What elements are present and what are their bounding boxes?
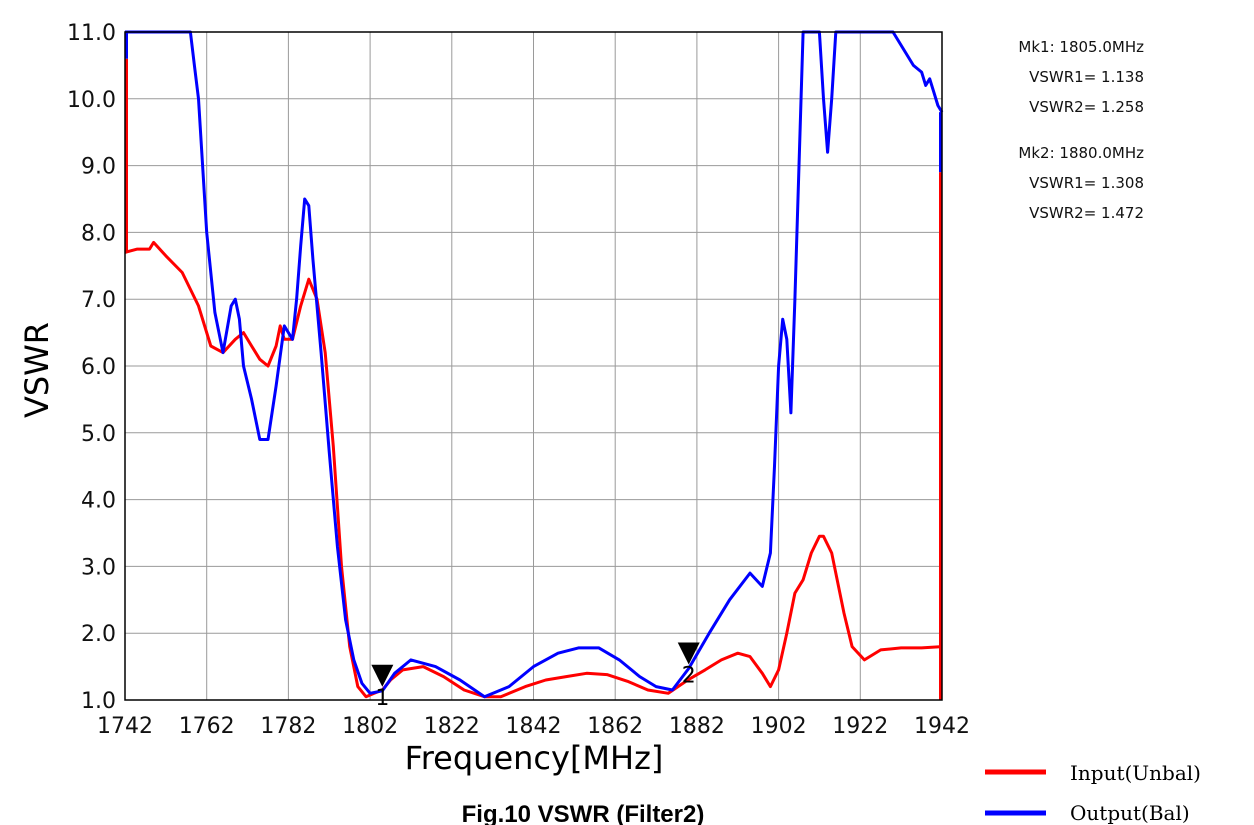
y-tick-label: 9.0 [81, 155, 116, 180]
figure-caption: Fig.10 VSWR (Filter2) [462, 801, 705, 825]
series-input-unbal [124, 240, 943, 699]
y-axis-label: VSWR [18, 322, 56, 418]
x-tick-label: 1922 [832, 714, 888, 739]
x-tick-label: 1802 [342, 714, 398, 739]
x-tick-label: 1882 [669, 714, 725, 739]
series-layer [124, 30, 944, 700]
plot-frame [124, 31, 943, 701]
y-tick-label: 11.0 [67, 21, 116, 46]
y-tick-label: 6.0 [81, 355, 116, 380]
y-tick-label: 2.0 [81, 622, 116, 647]
y-tick-label: 8.0 [81, 221, 116, 246]
mk2-vswr1: VSWR1= 1.308 [1029, 174, 1144, 192]
grid [125, 32, 942, 700]
marker-1-triangle [371, 664, 394, 687]
marker-2-label: 2 [682, 663, 696, 688]
marker-1-label: 1 [375, 686, 389, 711]
marker-2-triangle [677, 642, 700, 665]
mk2-vswr2: VSWR2= 1.472 [1029, 204, 1144, 222]
x-tick-label: 1822 [424, 714, 480, 739]
mk1-vswr1: VSWR1= 1.138 [1029, 68, 1144, 86]
legend-label-output: Output(Bal) [1070, 801, 1190, 825]
legend: Input(Unbal) Output(Bal) [985, 761, 1201, 825]
x-axis-label: Frequency[MHz] [405, 739, 664, 777]
legend-label-input: Input(Unbal) [1070, 761, 1201, 785]
y-tick-labels: 1.0 2.0 3.0 4.0 5.0 6.0 7.0 8.0 9.0 10.0 11.0 [67, 21, 116, 714]
marker-readout: Mk1: 1805.0MHz VSWR1= 1.138 VSWR2= 1.258… [1018, 38, 1144, 222]
mk2-frequency: Mk2: 1880.0MHz [1018, 144, 1144, 162]
x-tick-label: 1902 [751, 714, 807, 739]
series-output-bal [125, 30, 944, 699]
x-tick-label: 1742 [97, 714, 153, 739]
y-tick-label: 5.0 [81, 422, 116, 447]
y-tick-label: 1.0 [81, 689, 116, 714]
y-tick-label: 7.0 [81, 288, 116, 313]
y-tick-label: 4.0 [81, 489, 116, 514]
mk1-vswr2: VSWR2= 1.258 [1029, 98, 1144, 116]
x-tick-label: 1762 [179, 714, 235, 739]
markers: 12 [371, 642, 700, 711]
x-tick-label: 1942 [914, 714, 970, 739]
y-tick-label: 10.0 [67, 88, 116, 113]
x-tick-label: 1842 [506, 714, 562, 739]
x-tick-labels: 1742 1762 1782 1802 1822 1842 1862 1882 1902 1922… [97, 714, 970, 739]
y-tick-label: 3.0 [81, 555, 116, 580]
mk1-frequency: Mk1: 1805.0MHz [1018, 38, 1144, 56]
x-tick-label: 1782 [260, 714, 316, 739]
x-tick-label: 1862 [587, 714, 643, 739]
